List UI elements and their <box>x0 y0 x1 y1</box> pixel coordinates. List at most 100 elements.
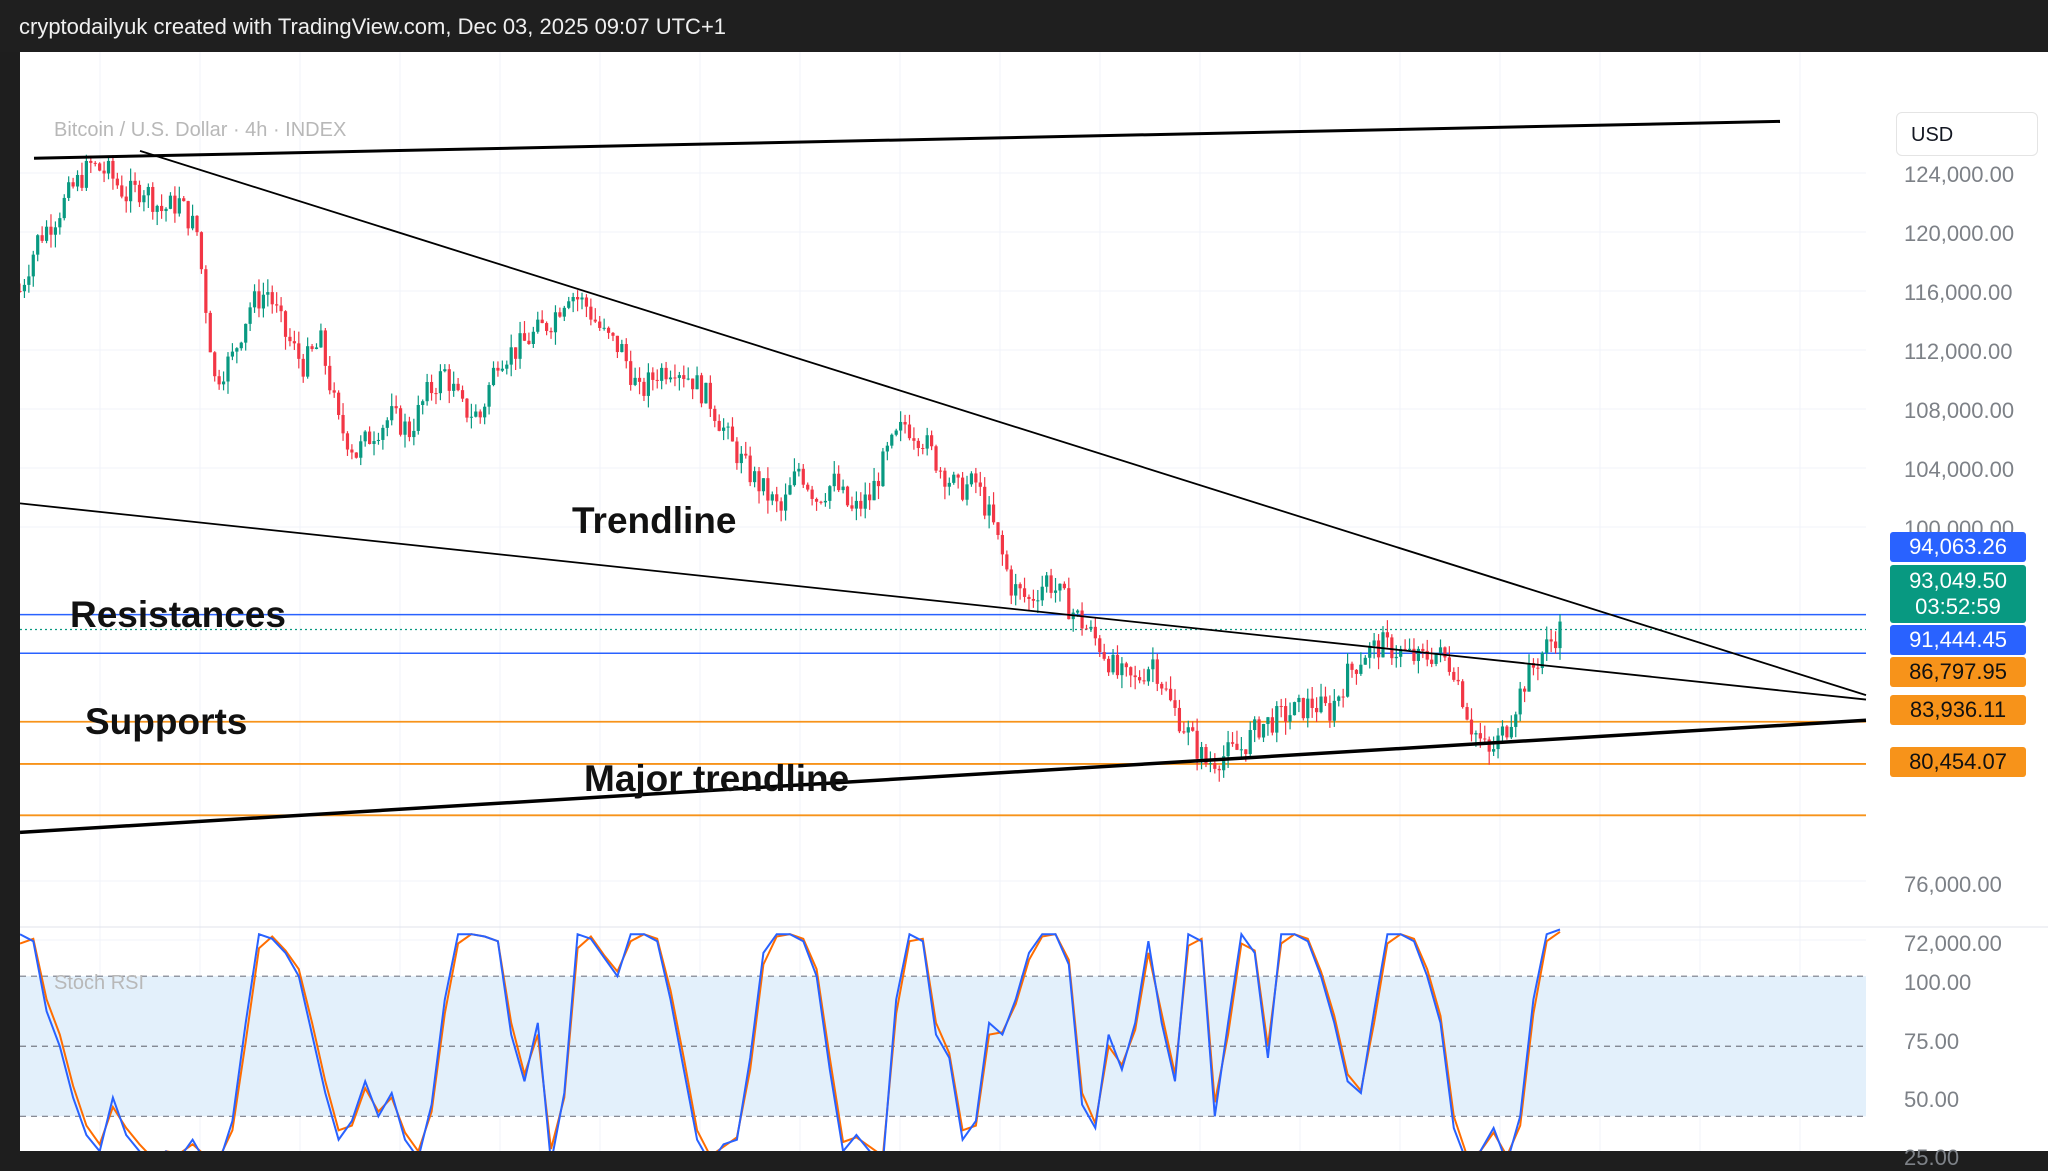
candle-body <box>44 226 49 241</box>
candle-body <box>1461 681 1465 708</box>
candle-body <box>1076 610 1080 613</box>
candle-body <box>1376 640 1381 658</box>
upper-resistance-price-label: 94,063.26 <box>1890 532 2026 562</box>
candle-body <box>549 330 553 333</box>
candle-body <box>36 235 40 255</box>
candle-body <box>1222 756 1226 771</box>
candle-body <box>943 470 947 487</box>
candle-body <box>244 323 248 343</box>
chart-canvas[interactable]: Bitcoin / U.S. Dollar · 4h · INDEX Stoch… <box>20 52 2048 1170</box>
candle-body <box>425 381 429 402</box>
candle-body <box>553 312 558 333</box>
candle-body <box>1177 707 1182 732</box>
candle-body <box>1394 656 1398 659</box>
price-chart-svg[interactable] <box>20 52 2048 1151</box>
candle-body <box>797 468 801 472</box>
candle-body <box>292 341 296 344</box>
candle-body <box>226 356 230 382</box>
candle-body <box>841 486 845 491</box>
candle-body <box>545 323 549 331</box>
candle-body <box>704 382 708 404</box>
candle-body <box>722 427 726 431</box>
symbol-label: Bitcoin / U.S. Dollar · 4h · INDEX <box>54 119 347 141</box>
candle-body <box>1049 575 1053 593</box>
stoch-tick-label: 75.00 <box>1904 1029 1960 1054</box>
candle-body <box>270 292 274 305</box>
candle-body <box>1142 680 1146 682</box>
candle-body <box>620 344 624 353</box>
candle-body <box>1279 706 1283 708</box>
candle-body <box>190 215 195 229</box>
candle-body <box>1332 700 1336 721</box>
candle-body <box>27 276 31 285</box>
candle-body <box>487 385 491 407</box>
candle-body <box>845 486 850 506</box>
candle-body <box>146 186 150 196</box>
candle-body <box>283 311 288 337</box>
descending-trendline <box>139 150 1867 697</box>
candle-body <box>1452 671 1456 680</box>
candle-body <box>106 160 111 174</box>
candle-body <box>761 478 766 492</box>
candle-body <box>726 426 730 428</box>
candle-body <box>248 307 252 324</box>
candle-body <box>819 501 823 503</box>
candle-body <box>168 195 173 209</box>
candle-body <box>155 205 159 212</box>
candle-body <box>1531 663 1536 668</box>
candle-body <box>1518 688 1522 715</box>
candle-body <box>350 449 354 453</box>
candle-body <box>1407 648 1412 650</box>
candle-body <box>1098 638 1102 653</box>
candle-body <box>1354 669 1359 674</box>
candle-body <box>1438 647 1443 653</box>
candle-body <box>1235 743 1239 750</box>
candle-body <box>483 406 487 418</box>
current-price-label: 93,049.50 03:52:59 <box>1890 565 2026 623</box>
currency-selector[interactable]: USD <box>1896 112 2038 156</box>
candle-body <box>1093 626 1097 639</box>
candle-body <box>1137 677 1142 681</box>
candle-body <box>527 340 531 344</box>
candle-body <box>341 414 345 434</box>
candle-body <box>1173 700 1177 708</box>
candle-body <box>328 365 332 391</box>
candle-body <box>1505 726 1509 738</box>
candle-body <box>447 369 451 391</box>
candle-body <box>854 500 858 509</box>
candle-body <box>213 352 217 377</box>
candle-body <box>1151 659 1155 670</box>
candle-body <box>478 411 482 418</box>
candle-body <box>84 160 88 188</box>
candle-body <box>75 174 80 187</box>
candle-body <box>611 332 615 336</box>
candle-body <box>115 178 119 186</box>
candle-body <box>1067 588 1071 620</box>
candle-body <box>629 361 633 385</box>
candle-body <box>1270 717 1274 733</box>
candle-body <box>306 346 310 377</box>
candle-body <box>221 381 226 385</box>
candle-body <box>1536 667 1540 669</box>
candle-body <box>868 494 872 501</box>
candle-body <box>885 445 889 452</box>
candle-body <box>708 382 712 409</box>
candle-body <box>558 312 562 317</box>
candle-body <box>593 319 597 322</box>
candle-body <box>62 197 66 219</box>
candle-body <box>757 471 761 492</box>
candle-body <box>1425 650 1429 660</box>
candle-body <box>562 307 566 317</box>
candle-body <box>252 291 257 308</box>
candle-body <box>1089 626 1093 629</box>
candle-body <box>177 198 181 214</box>
candle-body <box>452 383 456 391</box>
candle-body <box>770 494 774 501</box>
candle-body <box>1540 652 1544 668</box>
candle-body <box>124 196 128 202</box>
candle-body <box>921 448 925 450</box>
candle-body <box>1208 763 1213 765</box>
candle-body <box>1328 703 1332 721</box>
candle-body <box>730 426 735 442</box>
candle-body <box>332 390 336 393</box>
